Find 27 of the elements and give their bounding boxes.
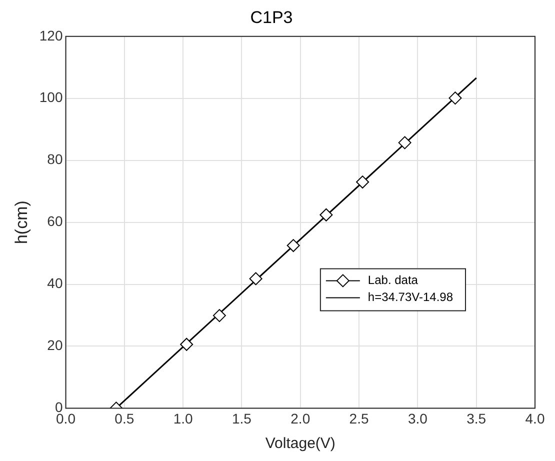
x-tick-label: 1.0	[173, 410, 194, 426]
point	[249, 272, 262, 286]
point	[180, 338, 194, 351]
point	[212, 309, 226, 322]
chart-title: C1P3	[250, 8, 293, 27]
point	[320, 208, 333, 222]
x-tick-label: 2.5	[349, 410, 369, 426]
legend-label: h=34.73V-14.98	[368, 290, 454, 304]
legend-label: Lab. data	[368, 273, 418, 288]
x-tick-label: 1.5	[232, 410, 252, 426]
x-tick-label: 2.0	[290, 410, 310, 426]
x-tick-label: 3.5	[466, 410, 486, 426]
y-axis-title: h(cm)	[12, 200, 31, 244]
x-tick-label: 3.0	[408, 410, 428, 426]
point	[448, 92, 462, 105]
point	[398, 136, 412, 150]
point	[286, 239, 300, 252]
y-tick-label: 120	[39, 27, 63, 44]
x-tick-label: 4.0	[525, 410, 545, 426]
y-tick-label: 40	[47, 275, 63, 292]
y-tick-label: 80	[47, 151, 63, 168]
point	[356, 176, 370, 189]
x-axis-title: Voltage(V)	[265, 435, 336, 452]
y-tick-label: 60	[47, 213, 63, 230]
y-tick-label: 20	[47, 337, 63, 354]
x-tick-label: 0.5	[114, 410, 134, 426]
y-tick-label: 100	[39, 89, 63, 106]
